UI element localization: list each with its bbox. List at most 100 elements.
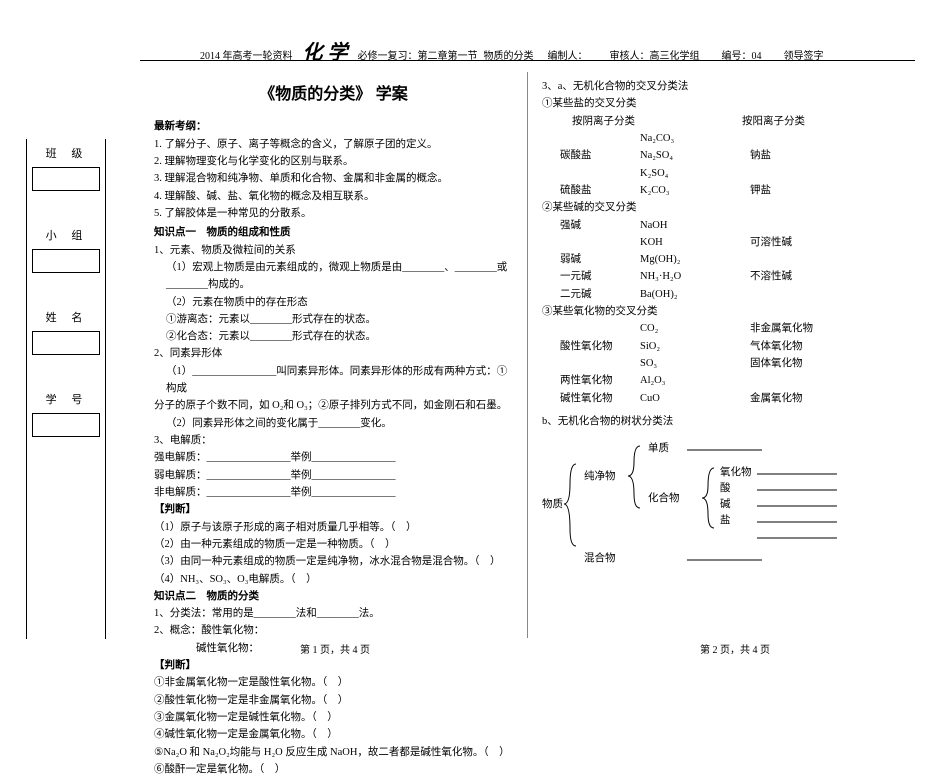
header-rule [140,60,915,61]
b-r2-c: 可溶性碱 [750,234,901,251]
salts-head: ①某些盐的交叉分类 [542,95,901,112]
b-r4-b: NH₃·H₂O [640,268,750,285]
judge-3: （3）由同一种元素组成的物质一定是纯净物，冰水混合物是混合物。（ ） [154,553,513,570]
r-heading-3a: 3、a、无机化合物的交叉分类法 [542,78,901,95]
page-footer-2: 第 2 页，共 4 页 [700,641,770,656]
kp2-title: 知识点二 物质的分类 [154,588,513,605]
judge-head: 【判断】 [154,501,513,518]
o-r4-c [750,372,901,389]
outline-4: 4. 理解酸、碱、盐、氧化物的概念及相互联系。 [154,188,513,205]
kp1-p3-c: 非电解质：________________举例________________ [154,484,513,501]
tree-compound: 化合物 [648,490,680,507]
s-r2-c: 钠盐 [750,147,901,164]
s-r4-b: K₂CO₃ [640,182,750,199]
tree-mix: 混合物 [584,550,616,567]
o-r1-b: CO₂ [640,320,750,337]
kp1-p3: 3、电解质： [154,432,513,449]
o-r4-b: Al₂O₃ [640,372,750,389]
b-r4-a: 一元碱 [560,268,640,285]
o-r3-b: SO₃ [640,355,750,372]
s-r4-c: 钾盐 [750,182,901,199]
bases-head: ②某些碱的交叉分类 [542,199,901,216]
input-name[interactable] [32,331,100,355]
kp1-p1: 1、元素、物质及微粒间的关系 [154,242,513,259]
s-r2-b: Na₂SO₄ [640,147,750,164]
b-r1-b: NaOH [640,217,750,234]
outline-3: 3. 理解混合物和纯净物、单质和化合物、金属和非金属的概念。 [154,170,513,187]
kp1-p2-3: （2）同素异形体之间的变化属于________变化。 [154,415,513,432]
b-r3-c [750,251,901,268]
jj-3: ③金属氧化物一定是碱性氧化物。（ ） [154,709,513,726]
b-r1-a: 强碱 [560,217,640,234]
o-r1-c: 非金属氧化物 [750,320,901,337]
tree-acid: 酸 [720,480,731,497]
b-r1-c [750,217,901,234]
o-r1-a [560,320,640,337]
b-r4-c: 不溶性碱 [750,268,901,285]
b-r5-c [750,286,901,303]
o-r5-b: CuO [640,390,750,407]
jj-5: ⑤Na₂O 和 Na₂O₂均能与 H₂O 反应生成 NaOH，故二者都是碱性氧化… [154,744,513,761]
kp1-p1-2b: ②化合态：元素以________形式存在的状态。 [154,328,513,345]
b-r2-a [560,234,640,251]
kp1-title: 知识点一 物质的组成和性质 [154,224,513,241]
s-r3-a [560,165,640,182]
oxides-head: ③某些氧化物的交叉分类 [542,303,901,320]
s-r2-a: 碳酸盐 [560,147,640,164]
column-left: 《物质的分类》 学案 最新考纲： 1. 了解分子、原子、离子等概念的含义，了解原… [140,72,528,638]
s-r1-b: Na₂CO₃ [640,130,750,147]
o-r4-a: 两性氧化物 [560,372,640,389]
jj-6: ⑥酸酐一定是氧化物。（ ） [154,761,513,778]
o-r2-b: SiO₂ [640,338,750,355]
input-id[interactable] [32,413,100,437]
kp1-p3-a: 强电解质：________________举例________________ [154,449,513,466]
input-class[interactable] [32,167,100,191]
kp2-2: 2、概念：酸性氧化物： [154,622,513,639]
student-info-sidebar: 班 级 小 组 姓 名 学 号 [32,145,102,473]
content-columns: 《物质的分类》 学案 最新考纲： 1. 了解分子、原子、离子等概念的含义，了解原… [140,72,915,638]
jj-4: ④碱性氧化物一定是金属氧化物。（ ） [154,726,513,743]
kp1-p2: 2、同素异形体 [154,345,513,362]
s-r3-c [750,165,901,182]
input-group[interactable] [32,249,100,273]
kp1-p3-b: 弱电解质：________________举例________________ [154,467,513,484]
o-r3-a [560,355,640,372]
judge-1: （1）原子与该原子形成的离子相对质量几乎相等。（ ） [154,519,513,536]
tree-root: 物质 [542,496,563,513]
tree-salt: 盐 [720,512,731,529]
page-footer-1: 第 1 页，共 4 页 [300,641,370,656]
outline-1: 1. 了解分子、原子、离子等概念的含义，了解原子团的定义。 [154,136,513,153]
b-r5-a: 二元碱 [560,286,640,303]
tree-oxide: 氧化物 [720,464,752,481]
label-name: 姓 名 [32,309,102,325]
judge2-head: 【判断】 [154,657,513,674]
s-r1-c [750,130,901,147]
judge-4: （4）NH₃、SO₃、O₃电解质。（ ） [154,571,513,588]
tree-simple: 单质 [648,440,669,457]
outline-2: 2. 理解物理变化与化学变化的区别与联系。 [154,153,513,170]
outline-5: 5. 了解胶体是一种常见的分散系。 [154,205,513,222]
o-r5-c: 金属氧化物 [750,390,901,407]
s-r4-a: 硫酸盐 [560,182,640,199]
tree-base: 碱 [720,496,731,513]
b-r3-a: 弱碱 [560,251,640,268]
anion-label: 按阴离子分类 [572,113,742,130]
tree-diagram: 物质 纯净物 混合物 单质 化合物 氧化物 酸 碱 盐 [542,434,901,574]
kp1-p2-1: （1）________________叫同素异形体。同素异形体的形成有两种方式：… [154,363,513,398]
o-r3-c: 固体氧化物 [750,355,901,372]
jj-1: ①非金属氧化物一定是酸性氧化物。（ ） [154,674,513,691]
tree-head: b、无机化合物的树状分类法 [542,413,901,430]
outline-heading: 最新考纲： [154,118,513,135]
kp1-p2-2: 分子的原子个数不同，如 O₂和 O₃；②原子排列方式不同，如金刚石和石墨。 [154,397,513,414]
kp2-1: 1、分类法：常用的是________法和________法。 [154,605,513,622]
b-r2-b: KOH [640,234,750,251]
o-r5-a: 碱性氧化物 [560,390,640,407]
o-r2-a: 酸性氧化物 [560,338,640,355]
s-r3-b: K₂SO₄ [640,165,750,182]
kp1-p1-2: （2）元素在物质中的存在形态 [154,294,513,311]
label-class: 班 级 [32,145,102,161]
cation-label: 按阳离子分类 [742,113,901,130]
tree-pure: 纯净物 [584,468,616,485]
kp1-p1-2a: ①游离态：元素以________形式存在的状态。 [154,311,513,328]
label-id: 学 号 [32,391,102,407]
